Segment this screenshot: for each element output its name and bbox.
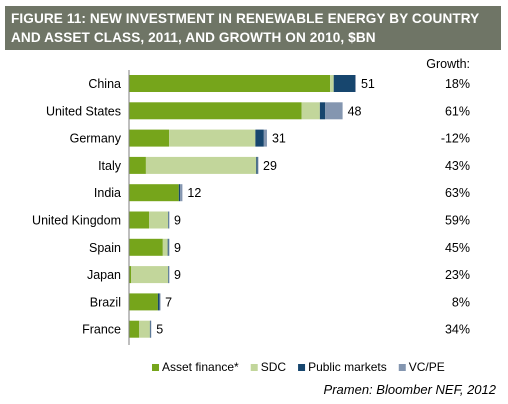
total-label: 5	[156, 323, 163, 337]
bar-segment-vc-pe	[159, 293, 161, 311]
growth-value: 43%	[445, 159, 470, 173]
total-label: 9	[174, 214, 181, 228]
growth-value: -12%	[441, 132, 470, 146]
chart-title-line-2: AND ASSET CLASS, 2011, AND GROWTH ON 201…	[11, 30, 376, 45]
bar-segment-sdc	[330, 75, 334, 92]
bar-segment-asset-finance	[129, 129, 170, 147]
growth-value: 8%	[452, 295, 470, 309]
category-label: United Kingdom	[32, 214, 121, 228]
bar-segment-sdc	[145, 156, 257, 174]
category-label: France	[82, 323, 121, 337]
bar-segment-sdc	[301, 102, 320, 120]
bar-segment-sdc	[131, 266, 169, 284]
bar-segment-vc-pe	[168, 238, 170, 256]
bar-segment-asset-finance	[129, 184, 179, 202]
category-label: United States	[46, 104, 121, 118]
bar-segment-asset-finance	[129, 211, 150, 229]
bar-segment-sdc	[169, 129, 256, 147]
bar-segment-asset-finance	[129, 102, 302, 120]
bar-segment-asset-finance	[129, 156, 146, 174]
chart-title-line-1: FIGURE 11: NEW INVESTMENT IN RENEWABLE E…	[11, 11, 480, 26]
total-label: 29	[263, 159, 277, 173]
legend-label: Asset finance*	[162, 360, 239, 374]
bar-segment-asset-finance	[129, 266, 132, 284]
category-label: Spain	[89, 241, 121, 255]
bar-segment-vc-pe	[168, 211, 170, 229]
bar-segment-public-markets	[157, 293, 160, 311]
total-label: 51	[361, 77, 375, 91]
category-label: Germany	[70, 132, 122, 146]
bar-segment-public-markets	[319, 102, 326, 120]
bar-segment-public-markets	[256, 156, 258, 174]
legend-swatch	[298, 364, 306, 371]
bar-segment-vc-pe	[325, 102, 343, 120]
growth-value: 23%	[445, 268, 470, 282]
legend-label: SDC	[261, 360, 287, 374]
category-label: Japan	[87, 268, 121, 282]
growth-value: 61%	[445, 104, 470, 118]
legend-swatch	[398, 364, 406, 371]
bar-segment-sdc	[149, 211, 169, 229]
total-label: 12	[187, 186, 201, 200]
total-label: 31	[272, 132, 286, 146]
legend-label: Public markets	[308, 360, 387, 374]
bar-segment-public-markets	[255, 129, 264, 147]
bar-segment-public-markets	[168, 211, 169, 229]
category-label: Italy	[98, 159, 122, 173]
total-label: 9	[174, 241, 181, 255]
category-label: India	[94, 186, 121, 200]
bar-segment-asset-finance	[129, 293, 158, 311]
bar-segment-public-markets	[149, 320, 151, 338]
total-label: 7	[165, 295, 172, 309]
bar-segment-asset-finance	[129, 75, 331, 92]
source-note: Pramen: Bloomber NEF, 2012	[323, 382, 496, 397]
growth-value: 59%	[445, 214, 470, 228]
chart-title: FIGURE 11: NEW INVESTMENT IN RENEWABLE E…	[5, 6, 501, 50]
category-label: China	[88, 77, 121, 91]
growth-value: 34%	[445, 323, 470, 337]
bar-segment-vc-pe	[168, 266, 170, 284]
bar-segment-vc-pe	[355, 75, 356, 92]
bar-segment-vc-pe	[180, 184, 183, 202]
growth-value: 63%	[445, 186, 470, 200]
legend-swatch	[250, 364, 258, 371]
bar-segment-public-markets	[333, 75, 356, 92]
growth-value: 45%	[445, 241, 470, 255]
bar-segment-public-markets	[168, 266, 169, 284]
growth-header: Growth:	[426, 57, 470, 71]
total-label: 9	[174, 268, 181, 282]
bar-segment-sdc	[139, 320, 150, 338]
bar-segment-vc-pe	[257, 156, 259, 174]
bar-segment-sdc	[162, 238, 168, 256]
bar-segment-asset-finance	[129, 238, 163, 256]
legend-label: VC/PE	[409, 360, 445, 374]
bar-segment-vc-pe	[263, 129, 267, 147]
growth-value: 18%	[445, 77, 470, 91]
bar-segment-vc-pe	[150, 320, 152, 338]
bar-segment-public-markets	[167, 238, 169, 256]
category-label: Brazil	[90, 295, 121, 309]
bar-segment-asset-finance	[129, 320, 140, 338]
bar-segment-public-markets	[178, 184, 181, 202]
total-label: 48	[348, 104, 362, 118]
legend-swatch	[152, 364, 159, 371]
